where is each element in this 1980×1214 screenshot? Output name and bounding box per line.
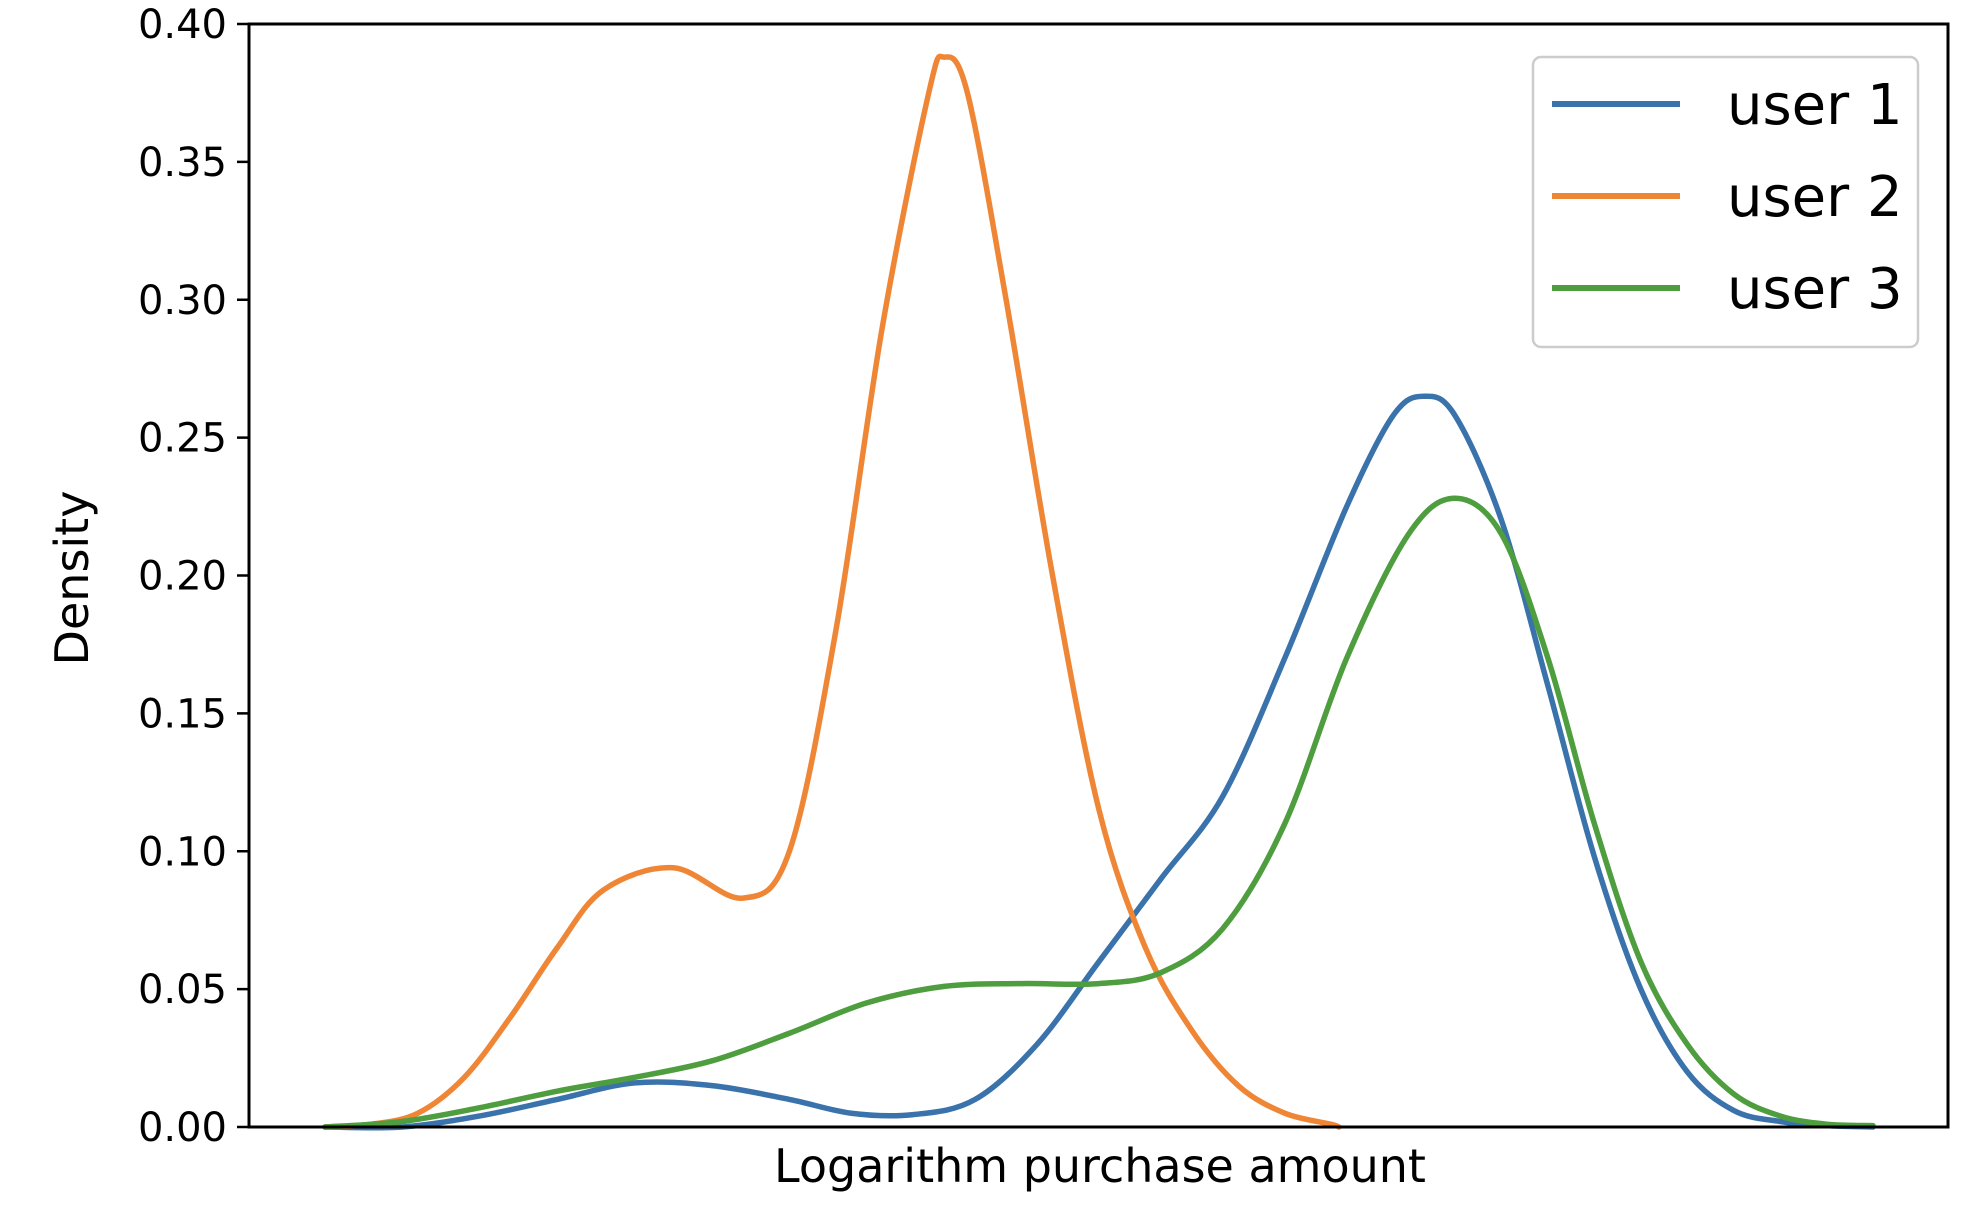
legend-label-user-3: user 3 — [1727, 257, 1903, 322]
legend-label-user-2: user 2 — [1727, 165, 1903, 230]
y-tick-label: 0.20 — [138, 554, 227, 600]
y-tick-label: 0.30 — [138, 278, 227, 324]
y-tick-label: 0.40 — [138, 2, 227, 48]
series-line-user-1 — [322, 393, 1876, 1131]
series-line-user-3 — [322, 495, 1876, 1130]
y-tick-label: 0.25 — [138, 416, 227, 462]
y-tick-label: 0.10 — [138, 829, 227, 875]
y-axis: 0.00 0.05 0.10 0.15 0.20 0.25 0.30 0.35 0.40 — [138, 2, 249, 1151]
y-tick-label: 0.15 — [138, 691, 227, 737]
legend-label-user-1: user 1 — [1727, 73, 1903, 138]
y-tick-label: 0.35 — [138, 140, 227, 186]
y-axis-label: Density — [45, 491, 99, 666]
x-axis-label: Logarithm purchase amount — [774, 1139, 1426, 1193]
legend: user 1 user 2 user 3 — [1531, 55, 1920, 349]
series-line-user-2 — [322, 53, 1342, 1130]
y-tick-label: 0.05 — [138, 967, 227, 1013]
y-tick-label: 0.00 — [138, 1105, 227, 1151]
legend-box — [1531, 55, 1920, 349]
